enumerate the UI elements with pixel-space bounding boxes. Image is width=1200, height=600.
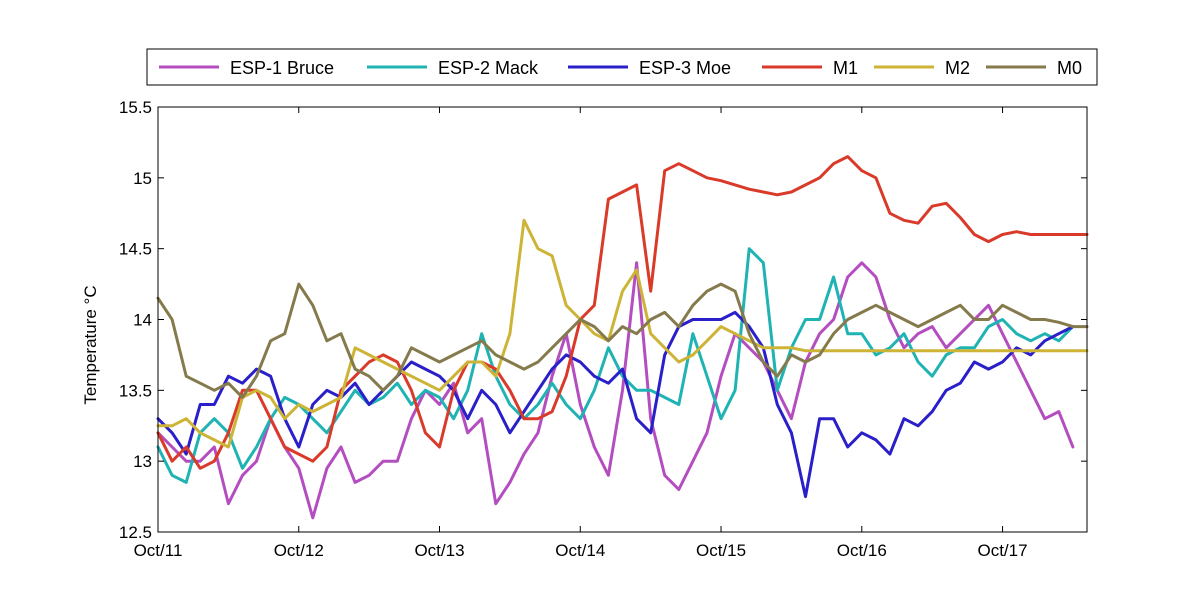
- y-tick-label: 14.5: [119, 240, 152, 259]
- series-line-m0: [156, 282, 1089, 399]
- legend-label-m2: M2: [945, 58, 970, 78]
- legend: ESP-1 Bruce ESP-2 Mack ESP-3 Moe M1 M2 M0: [146, 48, 1098, 86]
- series-layer: [156, 155, 1089, 520]
- y-tick-label: 12.5: [119, 523, 152, 542]
- x-tick-label: Oct/13: [414, 541, 464, 560]
- x-tick-label: Oct/15: [696, 541, 746, 560]
- y-tick-label: 15: [133, 169, 152, 188]
- x-tick-label: Oct/11: [134, 541, 183, 560]
- y-axis-title: Temperature °C: [81, 285, 100, 404]
- x-tick-label: Oct/16: [837, 541, 887, 560]
- x-tick-label: Oct/14: [555, 541, 605, 560]
- legend-label-m1: M1: [833, 58, 858, 78]
- x-tick-label: Oct/17: [977, 541, 1027, 560]
- legend-label-esp-1-bruce: ESP-1 Bruce: [230, 58, 334, 78]
- legend-label-esp-2-mack: ESP-2 Mack: [438, 58, 539, 78]
- axes: Oct/11 Oct/12 Oct/13 Oct/14 Oct/15 Oct/16 Oct/…: [119, 98, 1088, 560]
- x-tick-label: Oct/12: [274, 541, 324, 560]
- series-line-m2: [156, 218, 1089, 449]
- y-tick-label: 14: [133, 311, 152, 330]
- y-tick-label: 13.5: [119, 381, 152, 400]
- legend-label-m0: M0: [1057, 58, 1082, 78]
- y-tick-label: 13: [133, 452, 152, 471]
- series-line-m1: [156, 155, 1089, 470]
- legend-label-esp-3-moe: ESP-3 Moe: [639, 58, 731, 78]
- series-line-esp-1-bruce: [156, 261, 1075, 520]
- y-tick-label: 15.5: [119, 98, 152, 117]
